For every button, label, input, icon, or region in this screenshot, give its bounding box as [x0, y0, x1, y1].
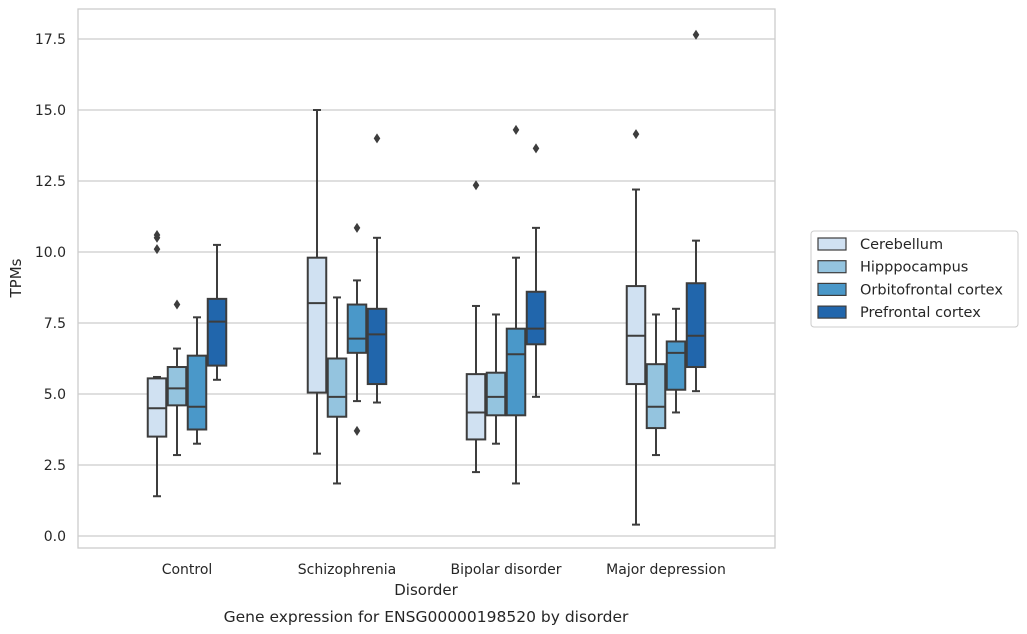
box-iqr	[328, 359, 347, 417]
box-iqr	[487, 373, 506, 416]
y-tick-label: 12.5	[35, 174, 66, 190]
box-layer	[148, 30, 706, 525]
x-tick-label: Bipolar disorder	[450, 562, 561, 578]
y-tick-label: 15.0	[35, 103, 66, 119]
box-plot-chart: 0.0 2.5 5.0 7.5 10.0 12.5 15.0 17.5 Control Schi…	[0, 0, 1027, 634]
y-tick-label: 0.0	[44, 529, 66, 545]
legend-swatch	[818, 306, 846, 318]
box-iqr	[507, 329, 526, 416]
x-tick-label: Control	[162, 562, 213, 578]
box-iqr	[687, 283, 706, 367]
box-iqr	[368, 309, 387, 384]
legend: Cerebellum Hipppocampus Orbitofrontal cort…	[811, 231, 1018, 327]
legend-label: Cerebellum	[860, 237, 943, 253]
outlier-point	[154, 244, 161, 254]
y-tick-label: 2.5	[44, 458, 66, 474]
box-group	[188, 317, 207, 443]
outlier-point	[354, 223, 361, 233]
box-iqr	[527, 292, 546, 345]
box-group	[507, 125, 526, 484]
box-group	[647, 314, 666, 455]
box-group	[328, 297, 347, 483]
box-group	[667, 309, 686, 413]
box-iqr	[348, 305, 367, 353]
y-tick-label: 10.0	[35, 245, 66, 261]
legend-swatch	[818, 283, 846, 295]
gridlines	[78, 39, 775, 536]
outlier-point	[693, 30, 700, 40]
box-iqr	[208, 299, 227, 366]
box-group	[467, 180, 486, 472]
box-group	[487, 314, 506, 443]
outlier-point	[174, 300, 181, 310]
box-group	[208, 245, 227, 380]
y-axis-title: TPMs	[7, 258, 25, 298]
y-tick-label: 7.5	[44, 316, 66, 332]
outlier-point	[633, 129, 640, 139]
box-iqr	[647, 364, 666, 428]
legend-label: Prefrontal cortex	[860, 305, 981, 321]
plot-frame	[78, 9, 775, 548]
outlier-point	[374, 133, 381, 143]
y-tick-label: 17.5	[35, 32, 66, 48]
box-iqr	[467, 374, 486, 439]
box-iqr	[667, 341, 686, 389]
outlier-point	[354, 426, 361, 436]
outlier-point	[513, 125, 520, 135]
box-iqr	[168, 367, 187, 405]
x-axis-title: Disorder	[394, 581, 458, 599]
legend-label: Hipppocampus	[860, 260, 968, 276]
y-tick-label: 5.0	[44, 387, 66, 403]
chart-caption: Gene expression for ENSG00000198520 by d…	[224, 608, 629, 626]
legend-label: Orbitofrontal cortex	[860, 282, 1003, 298]
outlier-point	[533, 143, 540, 153]
box-iqr	[188, 356, 207, 430]
box-group	[368, 133, 387, 402]
x-tick-label: Major depression	[606, 562, 726, 578]
box-group	[687, 30, 706, 391]
box-group	[348, 223, 367, 436]
outlier-point	[473, 180, 480, 190]
legend-swatch	[818, 261, 846, 273]
x-tick-label: Schizophrenia	[298, 562, 396, 578]
y-tick-labels: 0.0 2.5 5.0 7.5 10.0 12.5 15.0 17.5	[35, 32, 66, 545]
x-tick-labels: Control Schizophrenia Bipolar disorder Majo…	[162, 562, 726, 578]
box-group	[308, 110, 327, 454]
box-iqr	[308, 258, 327, 393]
legend-swatch	[818, 238, 846, 250]
box-group	[148, 230, 167, 496]
